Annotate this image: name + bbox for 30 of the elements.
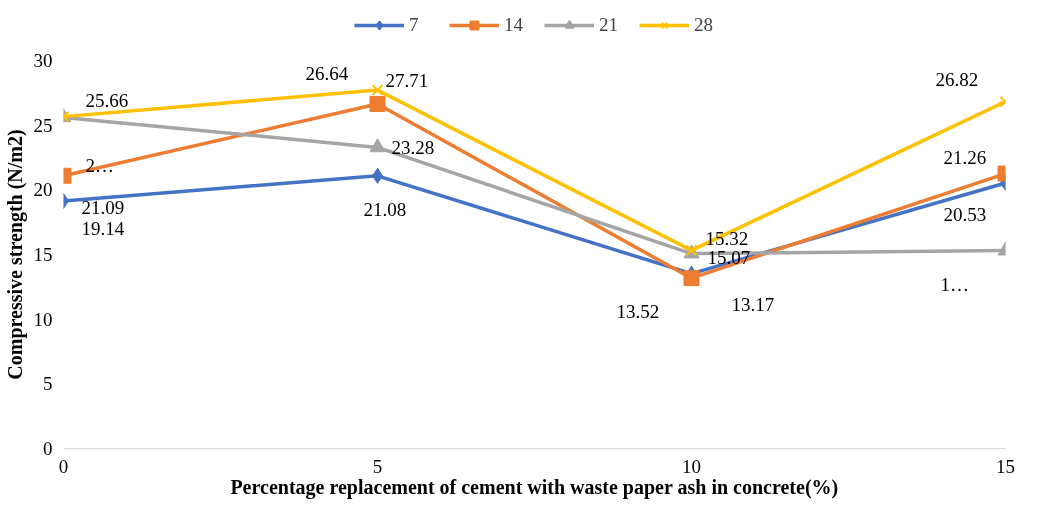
y-tick-label: 5 bbox=[43, 373, 53, 395]
y-tick-label: 0 bbox=[43, 438, 53, 459]
y-tick-label: 30 bbox=[33, 50, 53, 71]
data-label: 26.64 bbox=[305, 63, 349, 85]
legend-label: 14 bbox=[504, 14, 524, 36]
x-axis-title: Percentage replacement of cement with waste paper ash in concrete(%) bbox=[230, 475, 839, 499]
x-tick-label: 10 bbox=[682, 455, 701, 477]
legend-label: 7 bbox=[409, 14, 420, 36]
x-tick-label: 0 bbox=[58, 455, 69, 477]
data-label: 21.09 bbox=[81, 197, 125, 219]
data-label: 25.66 bbox=[85, 90, 129, 112]
data-label: 21.08 bbox=[363, 199, 407, 221]
data-label: 13.52 bbox=[616, 301, 660, 323]
data-label: 19.14 bbox=[81, 218, 125, 240]
data-label: 13.17 bbox=[731, 293, 775, 315]
x-tick-label: 5 bbox=[372, 455, 383, 477]
data-label: 26.82 bbox=[935, 69, 979, 91]
data-label: 27.71 bbox=[385, 69, 429, 91]
data-label: 23.28 bbox=[391, 136, 435, 158]
x-tick-label: 15 bbox=[996, 455, 1015, 477]
y-axis-title: Compressive strength (N/m2) bbox=[3, 129, 27, 380]
y-tick-label: 25 bbox=[33, 114, 53, 136]
legend-label: 21 bbox=[599, 14, 619, 36]
data-label: 21.26 bbox=[943, 147, 987, 169]
y-tick-label: 20 bbox=[33, 179, 53, 201]
y-tick-label: 10 bbox=[33, 308, 53, 330]
legend-label: 28 bbox=[694, 14, 714, 36]
data-label: 20.53 bbox=[943, 204, 987, 226]
data-label: 1… bbox=[940, 274, 969, 296]
y-tick-label: 15 bbox=[33, 244, 53, 265]
